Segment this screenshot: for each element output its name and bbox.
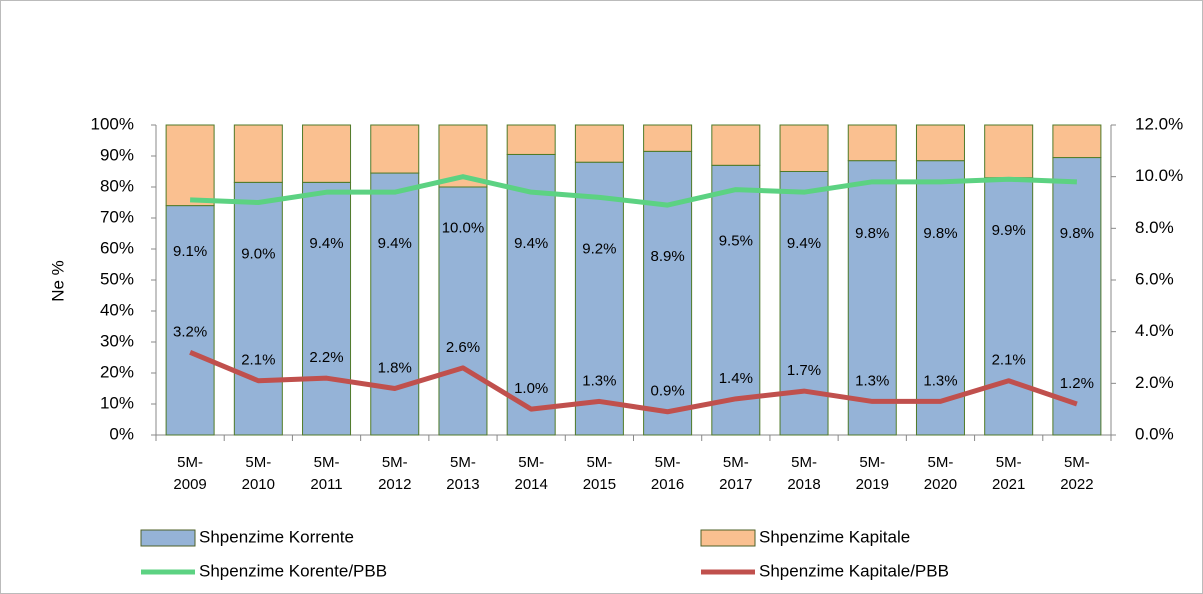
bar	[438, 186, 488, 436]
legend-label: Shpenzime Kapitale/PBB	[759, 561, 949, 580]
y2-tick-label: 10.0%	[1135, 166, 1183, 185]
y-tick-label: 70%	[100, 207, 134, 226]
x-tick-label: 5M-2009	[173, 454, 207, 493]
y-tick-label: 10%	[100, 393, 134, 412]
data-label: 1.0%	[514, 380, 548, 397]
x-tick-label: 5M-2019	[855, 454, 889, 493]
x-tick-label: 5M-2020	[923, 454, 958, 493]
bar	[233, 124, 283, 183]
data-label: 9.4%	[787, 235, 821, 252]
x-tick-label: 5M-2022	[1060, 454, 1094, 493]
data-label: 9.5%	[719, 233, 753, 250]
data-label: 2.1%	[992, 352, 1026, 369]
y2-tick-label: 6.0%	[1135, 269, 1174, 288]
x-tick-label: 5M-2010	[241, 454, 275, 493]
bar	[165, 205, 215, 436]
x-tick-label: 5M-2021	[991, 454, 1026, 493]
y-tick-label: 0%	[109, 424, 134, 443]
legend-swatch	[700, 529, 756, 547]
data-label: 1.7%	[787, 362, 821, 379]
bar	[984, 177, 1034, 436]
data-label: 1.3%	[582, 372, 616, 389]
data-label: 9.9%	[992, 222, 1026, 239]
y-tick-label: 80%	[100, 176, 134, 195]
data-label: 2.6%	[446, 339, 480, 356]
bar	[233, 181, 283, 436]
data-label: 9.4%	[378, 235, 412, 252]
x-tick-label: 5M-2017	[719, 454, 753, 493]
bar	[643, 150, 693, 436]
bar	[711, 124, 761, 166]
bar	[506, 153, 556, 436]
y2-tick-label: 12.0%	[1135, 114, 1183, 133]
bar	[847, 160, 897, 436]
x-tick-label: 5M-2016	[650, 454, 685, 493]
data-label: 1.2%	[1060, 375, 1094, 392]
data-label: 9.8%	[923, 225, 957, 242]
bar	[1052, 124, 1102, 159]
bar	[779, 124, 829, 172]
bar	[574, 124, 624, 163]
y-tick-label: 20%	[100, 362, 134, 381]
x-tick-label: 5M-2015	[582, 454, 617, 493]
data-label: 1.3%	[923, 372, 957, 389]
x-tick-label: 5M-2012	[378, 454, 412, 493]
bar	[506, 124, 556, 155]
bar	[302, 181, 352, 436]
data-label: 0.9%	[651, 383, 685, 400]
bar	[984, 124, 1034, 179]
bar	[574, 161, 624, 436]
bar	[370, 172, 420, 436]
bar	[847, 124, 897, 162]
legend-swatch	[140, 529, 196, 547]
y-tick-label: 50%	[100, 269, 134, 288]
y2-tick-label: 4.0%	[1135, 321, 1174, 340]
bar	[165, 124, 215, 207]
legend-label: Shpenzime Kapitale	[759, 527, 910, 546]
data-label: 9.0%	[241, 245, 275, 262]
y2-tick-label: 2.0%	[1135, 373, 1174, 392]
data-label: 2.2%	[309, 349, 343, 366]
y-tick-label: 60%	[100, 238, 134, 257]
y2-tick-label: 8.0%	[1135, 218, 1174, 237]
data-label: 1.3%	[855, 372, 889, 389]
line	[189, 350, 1078, 415]
bar	[711, 164, 761, 436]
bar	[915, 124, 965, 162]
data-label: 9.2%	[582, 240, 616, 257]
data-label: 8.9%	[651, 248, 685, 265]
data-label: 2.1%	[241, 352, 275, 369]
legend-label: Shpenzime Korente/PBB	[199, 561, 387, 580]
bar	[370, 124, 420, 174]
y2-tick-label: 0.0%	[1135, 424, 1174, 443]
data-label: 1.8%	[378, 359, 412, 376]
bar	[1052, 157, 1102, 436]
bar	[302, 124, 352, 183]
data-label: 9.8%	[1060, 225, 1094, 242]
data-label: 3.2%	[173, 323, 207, 340]
y-tick-label: 90%	[100, 145, 134, 164]
data-label: 9.4%	[309, 235, 343, 252]
x-tick-label: 5M-2018	[787, 454, 821, 493]
x-tick-label: 5M-2014	[514, 454, 548, 493]
data-label: 1.4%	[719, 370, 753, 387]
legend-label: Shpenzime Korrente	[199, 527, 354, 546]
x-tick-label: 5M-2013	[446, 454, 480, 493]
bar	[643, 124, 693, 152]
y-tick-label: 40%	[100, 300, 134, 319]
y-tick-label: 30%	[100, 331, 134, 350]
x-tick-label: 5M-2011	[310, 454, 343, 493]
y-tick-label: 100%	[91, 114, 134, 133]
data-label: 9.8%	[855, 225, 889, 242]
data-label: 9.4%	[514, 235, 548, 252]
y-axis-label: Ne %	[48, 260, 67, 302]
bar	[915, 160, 965, 436]
data-label: 9.1%	[173, 243, 207, 260]
data-label: 10.0%	[442, 220, 485, 237]
line	[190, 174, 1077, 208]
